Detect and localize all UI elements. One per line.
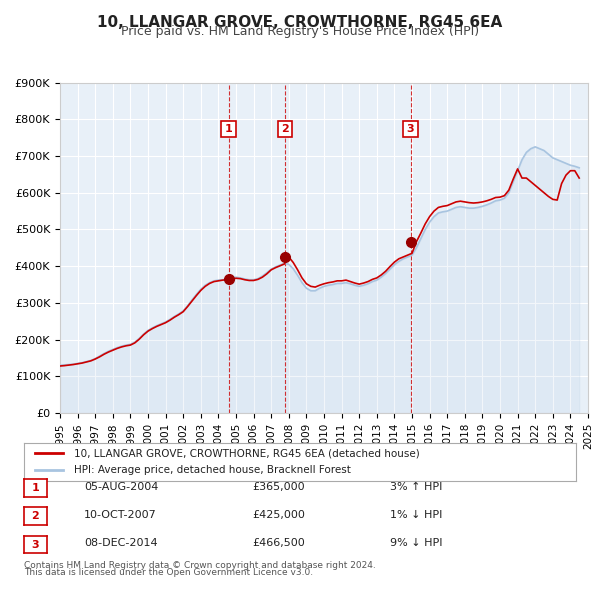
Text: £466,500: £466,500 [252, 539, 305, 548]
Text: 2: 2 [32, 512, 39, 521]
Text: Contains HM Land Registry data © Crown copyright and database right 2024.: Contains HM Land Registry data © Crown c… [24, 561, 376, 570]
Text: 10-OCT-2007: 10-OCT-2007 [84, 510, 157, 520]
Text: 1% ↓ HPI: 1% ↓ HPI [390, 510, 442, 520]
Text: 3: 3 [407, 124, 415, 134]
Text: £425,000: £425,000 [252, 510, 305, 520]
Text: 05-AUG-2004: 05-AUG-2004 [84, 482, 158, 491]
Text: 2: 2 [281, 124, 289, 134]
Text: 9% ↓ HPI: 9% ↓ HPI [390, 539, 443, 548]
Text: HPI: Average price, detached house, Bracknell Forest: HPI: Average price, detached house, Brac… [74, 465, 350, 475]
Text: 10, LLANGAR GROVE, CROWTHORNE, RG45 6EA (detached house): 10, LLANGAR GROVE, CROWTHORNE, RG45 6EA … [74, 448, 419, 458]
Text: 3: 3 [32, 540, 39, 549]
Text: £365,000: £365,000 [252, 482, 305, 491]
Text: 08-DEC-2014: 08-DEC-2014 [84, 539, 158, 548]
Text: Price paid vs. HM Land Registry's House Price Index (HPI): Price paid vs. HM Land Registry's House … [121, 25, 479, 38]
Text: This data is licensed under the Open Government Licence v3.0.: This data is licensed under the Open Gov… [24, 568, 313, 577]
Text: 3% ↑ HPI: 3% ↑ HPI [390, 482, 442, 491]
Text: 1: 1 [32, 483, 39, 493]
Text: 1: 1 [225, 124, 232, 134]
Text: 10, LLANGAR GROVE, CROWTHORNE, RG45 6EA: 10, LLANGAR GROVE, CROWTHORNE, RG45 6EA [97, 15, 503, 30]
